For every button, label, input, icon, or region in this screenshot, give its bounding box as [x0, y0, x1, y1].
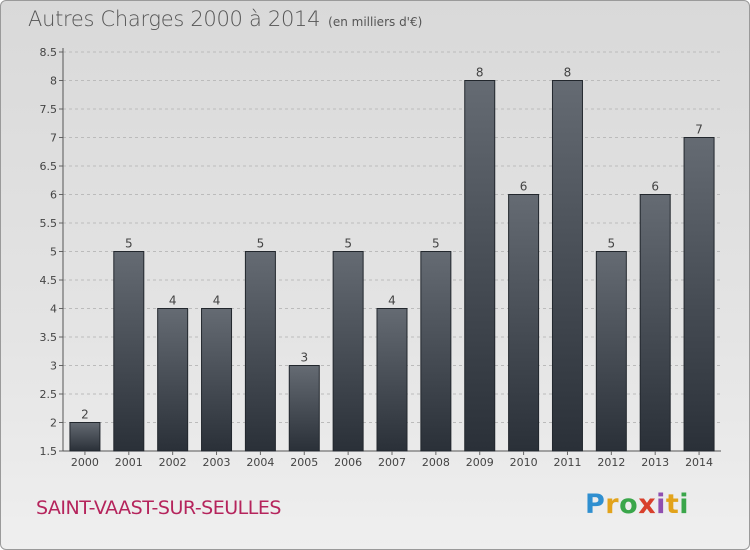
- bar: [157, 308, 189, 452]
- data-label: 2: [81, 408, 89, 422]
- bar: [420, 251, 452, 452]
- y-tick-label: 6: [50, 189, 57, 202]
- x-tick-label: 2002: [159, 456, 187, 469]
- data-label: 5: [432, 237, 440, 251]
- x-tick-label: 2011: [553, 456, 581, 469]
- y-tick-label: 8: [50, 75, 57, 88]
- bar: [288, 365, 320, 452]
- data-label: 5: [257, 237, 265, 251]
- y-tick-label: 3.5: [40, 331, 58, 344]
- y-tick-label: 4: [50, 303, 57, 316]
- x-tick-label: 2001: [115, 456, 143, 469]
- bar: [464, 80, 496, 452]
- x-tick-label: 2010: [510, 456, 538, 469]
- logo-letter-5: i: [656, 489, 666, 520]
- data-label: 5: [344, 237, 352, 251]
- chart-unit: (en milliers d'€): [328, 15, 423, 29]
- proxiti-logo: Proxiti: [585, 489, 689, 520]
- y-tick-label: 7: [50, 132, 57, 145]
- bar: [683, 137, 715, 452]
- x-tick-label: 2008: [422, 456, 450, 469]
- logo-letter-1: P: [585, 489, 606, 520]
- logo-letter-3: o: [619, 489, 639, 520]
- bar: [376, 308, 408, 452]
- bar: [69, 422, 101, 452]
- y-tick-label: 1.5: [40, 445, 58, 458]
- data-label: 4: [169, 294, 177, 308]
- city-name: SAINT-VAAST-SUR-SEULLES: [36, 497, 281, 519]
- y-tick-label: 3: [50, 360, 57, 373]
- x-tick-label: 2014: [685, 456, 713, 469]
- bar: [639, 194, 671, 452]
- y-tick-label: 2: [50, 417, 57, 430]
- y-tick-label: 5.5: [40, 217, 58, 230]
- bar: [332, 251, 364, 452]
- bar: [595, 251, 627, 452]
- logo-letter-7: i: [679, 489, 690, 520]
- data-label: 5: [125, 237, 133, 251]
- y-tick-label: 2.5: [40, 388, 58, 401]
- logo-letter-2: r: [605, 489, 620, 520]
- y-tick-label: 6.5: [40, 160, 58, 173]
- x-tick-label: 2003: [203, 456, 231, 469]
- bar: [551, 80, 583, 452]
- bar: [508, 194, 540, 452]
- bar: [244, 251, 276, 452]
- y-tick-label: 4.5: [40, 274, 58, 287]
- data-label: 7: [695, 123, 703, 137]
- x-tick-label: 2005: [290, 456, 318, 469]
- bar: [113, 251, 145, 452]
- x-tick-label: 2006: [334, 456, 362, 469]
- logo-letter-4: x: [638, 489, 657, 520]
- data-label: 3: [300, 351, 308, 365]
- x-tick-label: 2013: [641, 456, 669, 469]
- x-tick-label: 2007: [378, 456, 406, 469]
- data-label: 6: [651, 180, 659, 194]
- data-label: 4: [388, 294, 396, 308]
- x-tick-label: 2009: [466, 456, 494, 469]
- chart-title-text: Autres Charges 2000 à 2014: [28, 7, 321, 31]
- bar: [201, 308, 233, 452]
- data-label: 5: [608, 237, 616, 251]
- data-label: 8: [476, 66, 484, 80]
- data-label: 4: [213, 294, 221, 308]
- x-tick-label: 2012: [597, 456, 625, 469]
- x-tick-label: 2004: [246, 456, 274, 469]
- y-tick-label: 5: [50, 246, 57, 259]
- data-label: 8: [564, 66, 572, 80]
- x-tick-label: 2000: [71, 456, 99, 469]
- data-label: 6: [520, 180, 528, 194]
- logo-letter-6: t: [665, 489, 680, 520]
- y-tick-label: 7.5: [40, 103, 58, 116]
- y-tick-label: 8.5: [40, 46, 58, 59]
- chart-title: Autres Charges 2000 à 2014 (en milliers d…: [28, 7, 422, 31]
